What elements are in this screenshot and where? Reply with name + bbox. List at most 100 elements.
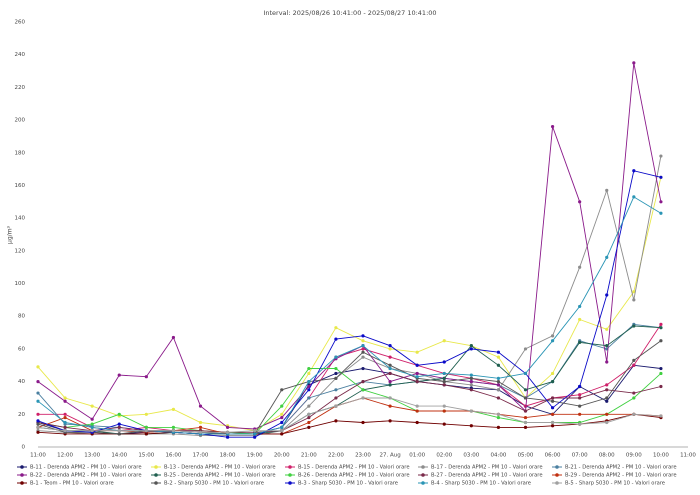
data-point bbox=[63, 396, 67, 400]
series-line bbox=[37, 325, 661, 435]
x-tick-label: 16:00 bbox=[165, 453, 181, 459]
data-point bbox=[253, 429, 257, 433]
data-point bbox=[605, 396, 609, 400]
data-point bbox=[415, 371, 419, 376]
series-line bbox=[37, 368, 662, 435]
data-point bbox=[632, 324, 636, 328]
data-point bbox=[307, 420, 311, 425]
data-point bbox=[469, 344, 473, 348]
data-point bbox=[307, 425, 311, 429]
data-point bbox=[550, 334, 555, 338]
data-point bbox=[63, 399, 67, 403]
data-point bbox=[469, 376, 473, 380]
data-point bbox=[550, 380, 555, 384]
series-line bbox=[37, 364, 661, 435]
y-tick-label: 260 bbox=[15, 20, 26, 26]
x-tick-label: 12:00 bbox=[57, 453, 73, 459]
data-point bbox=[659, 175, 663, 179]
series-line bbox=[38, 324, 662, 435]
data-point bbox=[578, 317, 582, 322]
data-point bbox=[659, 211, 663, 215]
data-point bbox=[442, 380, 446, 384]
y-tick-label: 120 bbox=[15, 248, 26, 254]
data-point bbox=[496, 350, 501, 354]
data-point bbox=[90, 422, 94, 426]
legend-marker bbox=[555, 473, 559, 477]
data-point bbox=[578, 340, 582, 344]
data-point bbox=[605, 293, 609, 297]
data-point bbox=[523, 409, 528, 413]
data-point bbox=[117, 412, 121, 416]
data-point bbox=[415, 404, 419, 408]
data-point bbox=[659, 366, 663, 371]
data-point bbox=[523, 388, 528, 392]
legend-label: B-1 - Teom - PM 10 - Valori orare bbox=[30, 481, 114, 487]
data-point bbox=[361, 355, 365, 359]
data-point bbox=[550, 371, 555, 376]
legend-label: B-13 - Derenda APM2 - PM 10 - Valori ora… bbox=[164, 465, 276, 471]
data-point bbox=[632, 391, 636, 395]
data-point bbox=[632, 290, 636, 294]
data-point bbox=[63, 412, 67, 416]
data-point bbox=[415, 363, 419, 367]
data-point bbox=[605, 383, 609, 387]
data-point bbox=[334, 419, 338, 423]
data-point bbox=[361, 396, 365, 400]
series-line bbox=[37, 340, 662, 435]
data-point bbox=[307, 388, 311, 392]
data-point bbox=[334, 376, 338, 380]
data-point bbox=[496, 380, 501, 384]
data-point bbox=[578, 396, 582, 400]
legend-label: B-26 - Derenda APM2 - PM 10 - Valori ora… bbox=[298, 473, 410, 479]
x-tick-label: 05:00 bbox=[518, 453, 534, 459]
data-point bbox=[469, 409, 473, 413]
data-point bbox=[578, 200, 582, 204]
data-point bbox=[659, 200, 663, 204]
legend-label: B-21 - Derenda APM2 - PM 10 - Valori ora… bbox=[565, 465, 677, 471]
x-tick-label: 04:00 bbox=[490, 453, 506, 459]
data-point bbox=[388, 344, 392, 348]
data-point bbox=[307, 396, 311, 400]
data-point bbox=[659, 384, 663, 389]
data-point bbox=[605, 420, 609, 425]
data-point bbox=[307, 380, 311, 384]
data-point bbox=[550, 420, 555, 425]
data-point bbox=[36, 430, 40, 434]
legend-label: B-2 - Sharp 5030 - PM 10 - Valori orare bbox=[164, 481, 264, 487]
y-tick-label: 80 bbox=[18, 314, 25, 320]
data-point bbox=[496, 383, 501, 387]
data-point bbox=[144, 432, 148, 436]
x-tick-label: 06:00 bbox=[545, 453, 561, 459]
x-tick-label: 22:00 bbox=[328, 453, 344, 459]
legend-marker bbox=[20, 481, 24, 485]
data-point bbox=[280, 425, 284, 429]
data-point bbox=[659, 414, 663, 418]
data-point bbox=[334, 388, 338, 392]
legend-label: B-27 - Derenda APM2 - PM 10 - Valori ora… bbox=[431, 473, 543, 479]
data-point bbox=[632, 195, 636, 199]
data-point bbox=[388, 355, 392, 359]
data-point bbox=[307, 366, 311, 371]
legend-marker bbox=[154, 473, 158, 477]
data-point bbox=[578, 404, 582, 408]
legend-marker bbox=[20, 465, 24, 469]
legend-marker bbox=[555, 465, 559, 469]
data-point bbox=[36, 380, 40, 384]
data-point bbox=[632, 358, 636, 362]
legend-marker bbox=[421, 481, 425, 485]
data-point bbox=[90, 429, 94, 433]
data-point bbox=[415, 375, 419, 379]
data-point bbox=[334, 366, 338, 371]
data-point bbox=[523, 425, 528, 429]
data-point bbox=[117, 432, 121, 436]
data-point bbox=[361, 388, 365, 392]
data-point bbox=[496, 376, 501, 380]
data-point bbox=[198, 425, 203, 429]
data-point bbox=[225, 425, 230, 429]
data-point bbox=[117, 425, 121, 429]
data-point bbox=[496, 425, 501, 429]
legend-label: B-3 - Sharp 5030 - PM 10 - Valori orare bbox=[298, 481, 398, 487]
data-point bbox=[496, 388, 501, 392]
data-point bbox=[442, 404, 446, 408]
data-point bbox=[63, 415, 67, 420]
